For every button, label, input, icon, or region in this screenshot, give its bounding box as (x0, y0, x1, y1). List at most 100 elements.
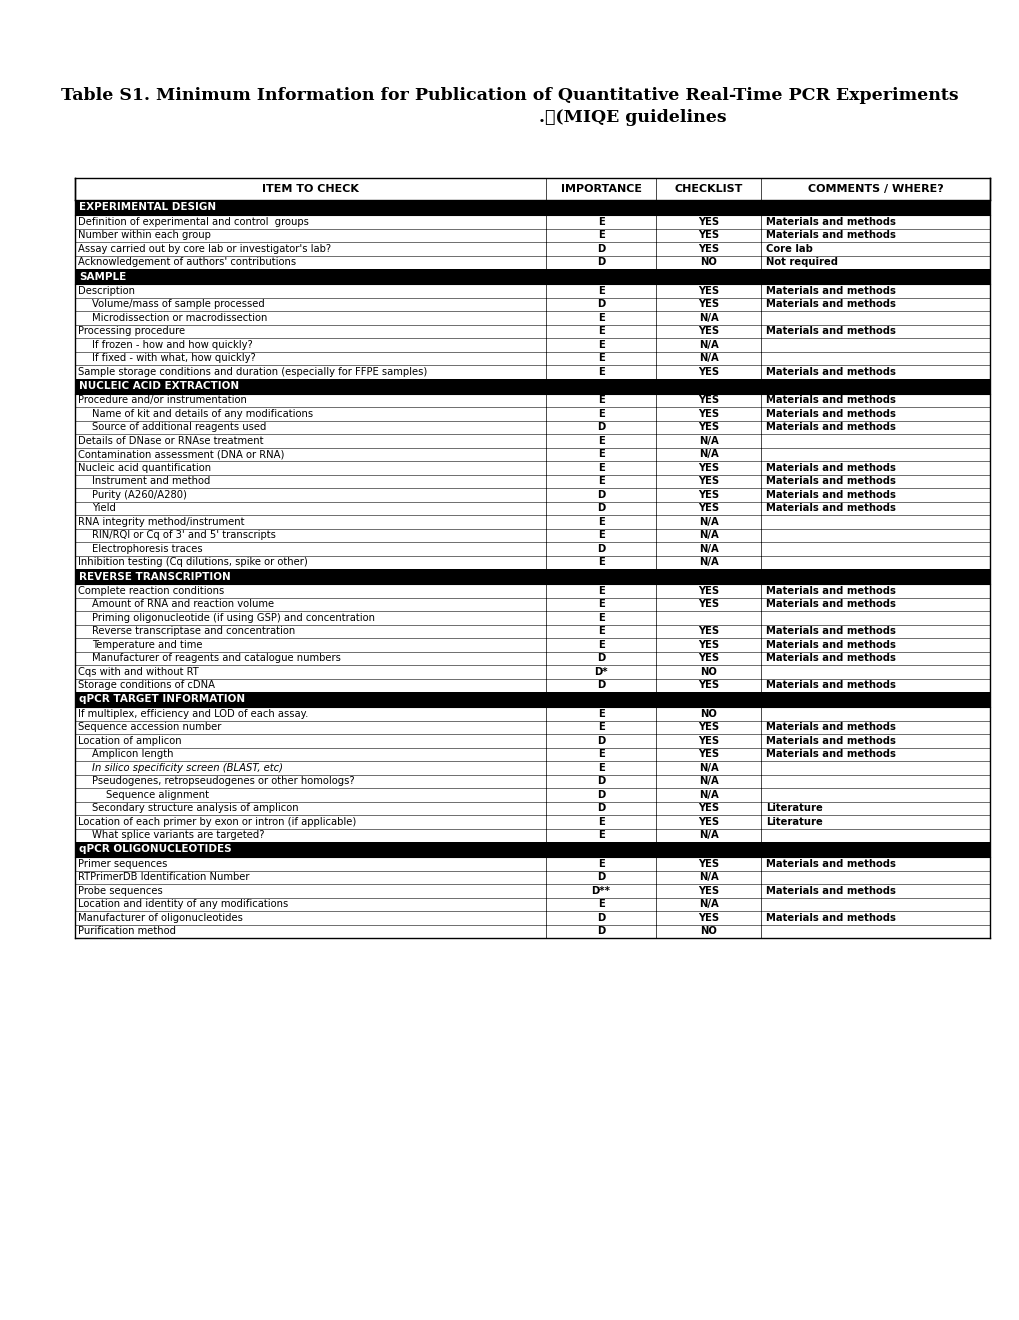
Text: E: E (597, 354, 604, 363)
Text: If frozen - how and how quickly?: If frozen - how and how quickly? (92, 339, 253, 350)
Text: Materials and methods: Materials and methods (765, 503, 896, 513)
Text: Materials and methods: Materials and methods (765, 912, 896, 923)
Text: YES: YES (697, 680, 718, 690)
Bar (75, 393, 989, 407)
Text: D: D (596, 912, 604, 923)
Text: YES: YES (697, 653, 718, 663)
Text: E: E (597, 531, 604, 540)
Text: E: E (597, 709, 604, 719)
Text: YES: YES (697, 886, 718, 896)
Text: Reverse transcriptase and concentration: Reverse transcriptase and concentration (92, 626, 294, 636)
Text: Cqs with and without RT: Cqs with and without RT (77, 667, 199, 677)
Text: N/A: N/A (698, 354, 717, 363)
Text: Processing procedure: Processing procedure (77, 326, 184, 337)
Text: N/A: N/A (698, 544, 717, 554)
Bar (75, 502, 989, 515)
Text: YES: YES (697, 409, 718, 418)
Text: Materials and methods: Materials and methods (765, 586, 896, 595)
Text: E: E (597, 722, 604, 733)
Text: D: D (596, 680, 604, 690)
Text: YES: YES (697, 367, 718, 376)
Text: YES: YES (697, 735, 718, 746)
Text: CHECKLIST: CHECKLIST (674, 183, 742, 194)
Text: E: E (597, 285, 604, 296)
Text: YES: YES (697, 804, 718, 813)
Text: RTPrimerDB Identification Number: RTPrimerDB Identification Number (77, 873, 250, 882)
Bar (75, 842, 989, 857)
Text: Materials and methods: Materials and methods (765, 886, 896, 896)
Text: Materials and methods: Materials and methods (765, 722, 896, 733)
Text: Manufacturer of oligonucleotides: Manufacturer of oligonucleotides (77, 912, 243, 923)
Text: Assay carried out by core lab or investigator's lab?: Assay carried out by core lab or investi… (77, 244, 331, 253)
Text: Materials and methods: Materials and methods (765, 422, 896, 432)
Bar (75, 242, 989, 256)
Text: Priming oligonucleotide (if using GSP) and concentration: Priming oligonucleotide (if using GSP) a… (92, 612, 375, 623)
Text: Materials and methods: Materials and methods (765, 300, 896, 309)
Text: Number within each group: Number within each group (77, 230, 211, 240)
Bar (75, 528, 989, 543)
Text: YES: YES (697, 216, 718, 227)
Text: Complete reaction conditions: Complete reaction conditions (77, 586, 224, 595)
Text: N/A: N/A (698, 776, 717, 787)
Text: NO: NO (699, 667, 716, 677)
Text: E: E (597, 586, 604, 595)
Text: D: D (596, 300, 604, 309)
Text: D: D (596, 490, 604, 500)
Text: .،(MIQE guidelines: .،(MIQE guidelines (538, 110, 726, 127)
Bar (75, 556, 989, 569)
Text: Materials and methods: Materials and methods (765, 230, 896, 240)
Text: Purification method: Purification method (77, 927, 176, 936)
Text: N/A: N/A (698, 873, 717, 882)
Text: YES: YES (697, 750, 718, 759)
Text: NO: NO (699, 709, 716, 719)
Text: Materials and methods: Materials and methods (765, 409, 896, 418)
Bar (75, 379, 989, 393)
Text: Materials and methods: Materials and methods (765, 626, 896, 636)
Text: Name of kit and details of any modifications: Name of kit and details of any modificat… (92, 409, 313, 418)
Text: E: E (597, 516, 604, 527)
Text: D: D (596, 422, 604, 432)
Bar (75, 924, 989, 939)
Text: E: E (597, 830, 604, 841)
Text: Materials and methods: Materials and methods (765, 367, 896, 376)
Bar (75, 678, 989, 692)
Text: Temperature and time: Temperature and time (92, 640, 203, 649)
Text: YES: YES (697, 285, 718, 296)
Text: YES: YES (697, 640, 718, 649)
Text: N/A: N/A (698, 763, 717, 772)
Text: E: E (597, 395, 604, 405)
Text: Acknowledgement of authors' contributions: Acknowledgement of authors' contribution… (77, 257, 296, 267)
Bar (75, 338, 989, 351)
Text: YES: YES (697, 626, 718, 636)
Text: RIN/RQI or Cq of 3' and 5' transcripts: RIN/RQI or Cq of 3' and 5' transcripts (92, 531, 275, 540)
Text: N/A: N/A (698, 339, 717, 350)
Bar (75, 598, 989, 611)
Text: qPCR OLIGONUCLEOTIDES: qPCR OLIGONUCLEOTIDES (78, 845, 231, 854)
Text: qPCR TARGET INFORMATION: qPCR TARGET INFORMATION (78, 694, 245, 705)
Bar (75, 829, 989, 842)
Text: YES: YES (697, 586, 718, 595)
Text: EXPERIMENTAL DESIGN: EXPERIMENTAL DESIGN (78, 202, 216, 213)
Text: If multiplex, efficiency and LOD of each assay.: If multiplex, efficiency and LOD of each… (77, 709, 308, 719)
Text: YES: YES (697, 395, 718, 405)
Text: D: D (596, 544, 604, 554)
Text: D: D (596, 927, 604, 936)
Text: Materials and methods: Materials and methods (765, 599, 896, 610)
Text: Materials and methods: Materials and methods (765, 395, 896, 405)
Text: E: E (597, 230, 604, 240)
Text: Sample storage conditions and duration (especially for FFPE samples): Sample storage conditions and duration (… (77, 367, 427, 376)
Bar (75, 256, 989, 269)
Text: Nucleic acid quantification: Nucleic acid quantification (77, 463, 211, 473)
Text: Materials and methods: Materials and methods (765, 463, 896, 473)
Bar (75, 911, 989, 924)
Bar (75, 543, 989, 556)
Text: YES: YES (697, 422, 718, 432)
Bar (75, 762, 989, 775)
Text: Core lab: Core lab (765, 244, 812, 253)
Bar (75, 898, 989, 911)
Text: REVERSE TRANSCRIPTION: REVERSE TRANSCRIPTION (78, 572, 230, 582)
Bar (75, 461, 989, 474)
Text: E: E (597, 817, 604, 826)
Bar (75, 297, 989, 312)
Bar (75, 734, 989, 747)
